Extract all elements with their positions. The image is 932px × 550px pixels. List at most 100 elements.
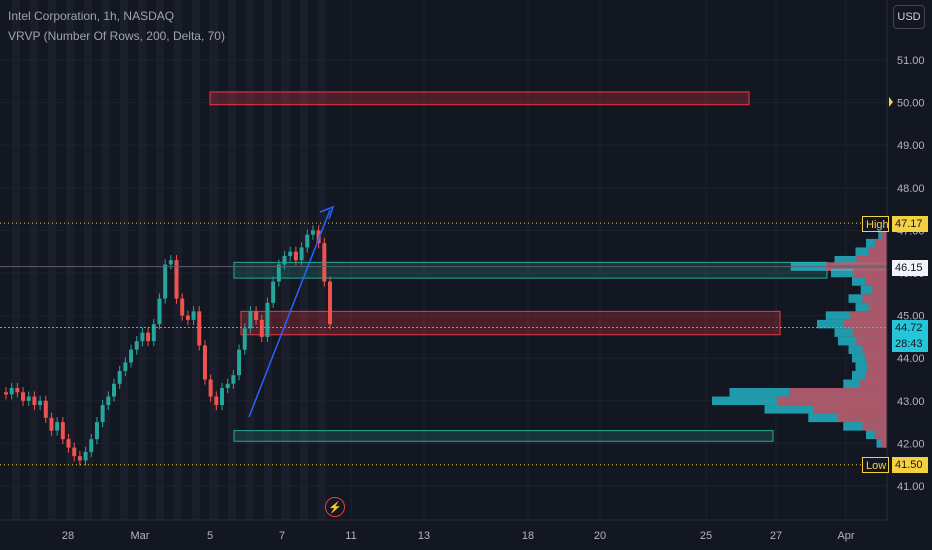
- session-band: [318, 0, 326, 520]
- grid-lines: [0, 0, 887, 520]
- candle-body: [191, 311, 196, 320]
- candle-body: [89, 439, 94, 452]
- x-tick-label: Mar: [131, 530, 150, 542]
- candle-body: [265, 302, 270, 337]
- session-band: [120, 0, 128, 520]
- overlay-lines: [0, 205, 887, 466]
- session-band: [102, 0, 110, 520]
- session-band: [66, 0, 74, 520]
- time-axis[interactable]: 28 Mar 5 7 11 13 18 20 25 27 Apr: [0, 519, 887, 542]
- candle-body: [4, 392, 8, 395]
- vp-bar-sell: [852, 328, 887, 337]
- candle-body: [237, 349, 242, 376]
- candle-body: [15, 388, 20, 393]
- currency-button[interactable]: USD: [893, 5, 925, 29]
- candle-body: [129, 349, 134, 363]
- candlesticks: [4, 225, 332, 466]
- y-tick-label: 51.00: [897, 55, 925, 67]
- candle-body: [271, 281, 276, 303]
- vp-bar-sell: [844, 319, 887, 329]
- vp-bar-sell: [838, 413, 887, 423]
- session-band: [12, 0, 20, 520]
- candle-body: [282, 255, 287, 265]
- session-band: [264, 0, 272, 520]
- x-tick-label: 27: [770, 530, 782, 542]
- x-tick-label: 5: [207, 530, 213, 542]
- vp-bar-sell: [789, 388, 887, 397]
- candle-body: [66, 439, 71, 448]
- price-zones[interactable]: [209, 91, 828, 442]
- indicator-title[interactable]: VRVP (Number Of Rows, 200, Delta, 70): [8, 29, 225, 43]
- candle-body: [168, 260, 173, 265]
- session-band: [48, 0, 56, 520]
- x-tick-label: 20: [594, 530, 606, 542]
- alert-marker: [889, 97, 893, 107]
- vp-bar-sell: [874, 238, 887, 248]
- trend-arrow-head: [319, 205, 335, 220]
- vp-bar-sell: [862, 422, 887, 431]
- y-tick-label: 50.00: [897, 98, 925, 110]
- vp-bar-sell: [868, 302, 887, 312]
- candle-body: [60, 422, 65, 440]
- x-tick-label: 18: [522, 530, 534, 542]
- candle-body: [225, 383, 230, 389]
- candle-body: [21, 392, 26, 401]
- vp-bar-sell: [862, 294, 887, 303]
- vp-bar-sell: [850, 311, 887, 320]
- session-band: [156, 0, 164, 520]
- candle-body: [38, 400, 43, 406]
- candle-body: [157, 298, 162, 325]
- session-band: [30, 0, 38, 520]
- candle-body: [140, 332, 145, 342]
- vp-bar-sell: [862, 345, 887, 354]
- candle-body: [94, 422, 99, 440]
- candle-body: [208, 379, 213, 397]
- candle-body: [254, 311, 259, 320]
- candle-body: [112, 383, 116, 397]
- session-band: [300, 0, 308, 520]
- candle-body: [100, 405, 105, 423]
- lightning-icon[interactable]: ⚡: [325, 497, 345, 517]
- candle-body: [202, 345, 207, 380]
- candle-body: [180, 298, 185, 316]
- price-axis[interactable]: 51.0050.0049.0048.0047.0046.0045.0044.00…: [886, 0, 925, 520]
- candle-body: [134, 341, 139, 350]
- vp-bar-sell: [882, 230, 887, 239]
- y-tick-label: 49.00: [897, 140, 925, 152]
- vp-bar-sell: [864, 277, 887, 286]
- vp-bar-sell: [776, 396, 887, 406]
- x-tick-label: 11: [345, 530, 356, 542]
- vp-bar-sell: [856, 255, 887, 265]
- symbol-title[interactable]: Intel Corporation, 1h, NASDAQ: [8, 9, 175, 23]
- resistance-zone: [209, 91, 750, 106]
- candle-body: [276, 264, 281, 282]
- candle-body: [174, 260, 179, 299]
- vp-bar-sell: [868, 247, 887, 256]
- candle-body: [220, 388, 224, 406]
- y-tick-label: 48.00: [897, 183, 925, 195]
- candle-body: [83, 451, 88, 461]
- candle-body: [305, 234, 310, 248]
- x-tick-label: 25: [700, 530, 712, 542]
- x-tick-label: 7: [279, 530, 285, 542]
- session-band: [246, 0, 254, 520]
- level-price-tag: 46.15: [892, 260, 928, 276]
- candle-body: [259, 319, 264, 337]
- session-band: [174, 0, 182, 520]
- bar-countdown: 28:43: [892, 336, 928, 352]
- vp-bar-sell: [813, 405, 887, 414]
- vp-bar-sell: [867, 362, 887, 371]
- session-band: [192, 0, 200, 520]
- y-tick-label: 44.00: [897, 353, 925, 365]
- candle-body: [328, 281, 332, 325]
- session-band: [228, 0, 236, 520]
- candle-body: [26, 396, 31, 401]
- candle-body: [316, 230, 321, 244]
- candle-body: [151, 324, 156, 342]
- candle-body: [322, 243, 327, 282]
- session-band: [210, 0, 218, 520]
- trend-arrow-line: [248, 209, 331, 418]
- candle-body: [293, 251, 298, 261]
- support-zone: [233, 430, 774, 442]
